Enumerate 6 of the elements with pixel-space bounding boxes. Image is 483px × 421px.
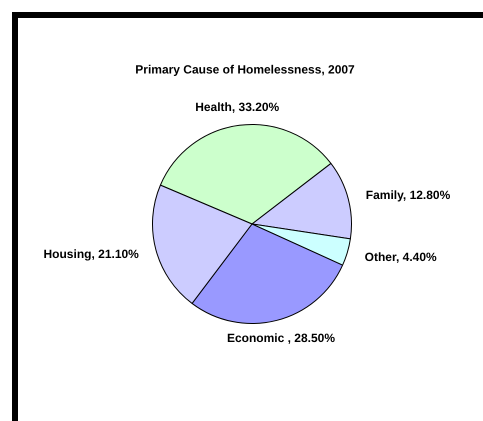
slice-label: Other, 4.40% — [364, 249, 437, 266]
slice-label: Family, 12.80% — [366, 186, 450, 204]
slice-label: Economic , 28.50% — [226, 330, 335, 347]
slice-label: Health, 33.20% — [195, 99, 280, 116]
slice-label: Housing, 21.10% — [43, 246, 139, 264]
chart-title: Primary Cause of Homelessness, 2007 — [135, 62, 356, 76]
